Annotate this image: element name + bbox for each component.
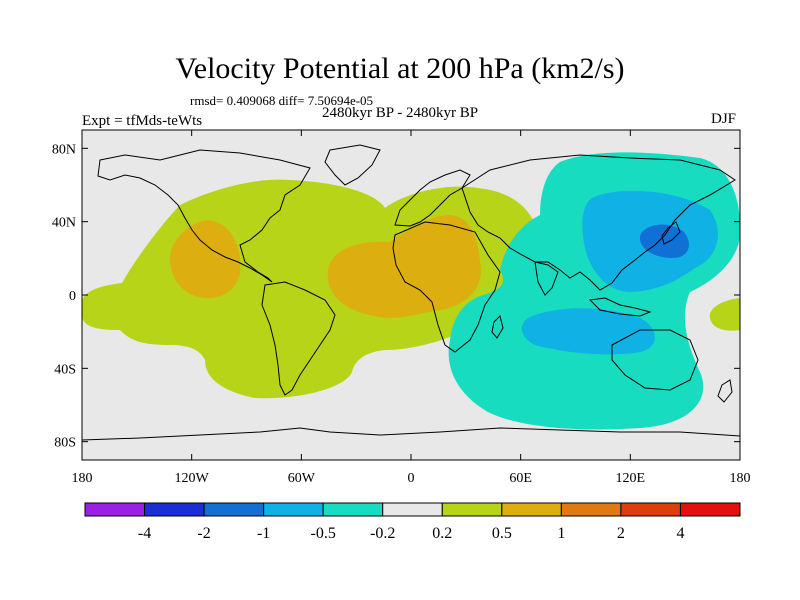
coastline-indonesia [588, 297, 652, 317]
coastline-south-america [261, 281, 336, 396]
colorbar: -4 -2 -1 -0.5 -0.2 0.2 0.5 1 2 4 [84, 502, 741, 542]
coastlines [82, 144, 740, 441]
coastline-antarctica [82, 427, 740, 441]
region-australia-minimum [521, 308, 655, 355]
experiment-label: Expt = tfMds-teWts [82, 113, 203, 129]
y-tick-label: 80S [54, 436, 76, 451]
coastline-greenland [324, 144, 381, 186]
colorbar-swatch [441, 502, 503, 517]
coastline-india [534, 261, 559, 296]
colorbar-swatch [560, 502, 622, 517]
region-japan-minimum [639, 224, 689, 258]
x-tick-label: 60E [509, 471, 532, 486]
x-tick-label: 180 [72, 471, 93, 486]
stats-line: rmsd= 0.409068 diff= 7.50694e-05 [190, 93, 374, 108]
colorbar-level-label: -1 [257, 525, 270, 542]
colorbar-level-label: 0.2 [432, 525, 452, 542]
colorbar-level-label: -0.2 [370, 525, 395, 542]
colorbar-swatch [144, 502, 205, 517]
x-tick-label: 120E [616, 471, 646, 486]
x-tick-label: 0 [408, 471, 415, 486]
coastline-madagascar [491, 315, 504, 339]
coastline-asia [461, 154, 736, 291]
region-africa-max [327, 215, 481, 318]
y-tick-label: 40S [54, 362, 76, 377]
colorbar-level-label: -4 [138, 525, 151, 542]
map-plot-area [82, 130, 740, 460]
colorbar-level-label: -0.5 [311, 525, 336, 542]
axis-ticks [81, 130, 741, 460]
coastline-australia [611, 329, 699, 391]
coastline-europe [394, 169, 471, 227]
colorbar-swatch [382, 502, 443, 517]
coastline-japan [661, 221, 681, 245]
period-label: 2480kyr BP - 2480kyr BP [322, 105, 479, 121]
coastline-north-america [97, 149, 311, 283]
colorbar-swatch [84, 502, 146, 517]
x-tick-label: 60W [288, 471, 316, 486]
x-tick-label: 120W [175, 471, 210, 486]
colorbar-level-label: 4 [676, 525, 684, 542]
axis-labels: 180 120W 60W 0 60E 120E 180 80N 40N 0 40S 80S [52, 142, 751, 486]
colorbar-level-label: 2 [617, 525, 625, 542]
region-central-america-max [169, 220, 241, 299]
colorbar-level-label: 1 [557, 525, 565, 542]
y-tick-label: 40N [52, 216, 76, 231]
y-tick-label: 0 [69, 289, 76, 304]
colorbar-swatch [679, 502, 741, 517]
region-east-pacific-positive [709, 298, 740, 331]
colorbar-swatch [203, 502, 265, 517]
colorbar-level-label: -2 [197, 525, 210, 542]
plot-title: Velocity Potential at 200 hPa (km2/s) [175, 52, 625, 85]
colorbar-level-label: 0.5 [492, 525, 512, 542]
y-tick-label: 80N [52, 142, 76, 157]
colorbar-swatch [322, 502, 384, 517]
coastline-new-zealand [717, 379, 733, 403]
season-label: DJF [711, 111, 737, 127]
x-tick-label: 180 [730, 471, 751, 486]
coastline-africa [392, 221, 501, 353]
colorbar-swatch [501, 502, 562, 517]
colorbar-swatch [263, 502, 324, 517]
colorbar-swatch [620, 502, 681, 517]
